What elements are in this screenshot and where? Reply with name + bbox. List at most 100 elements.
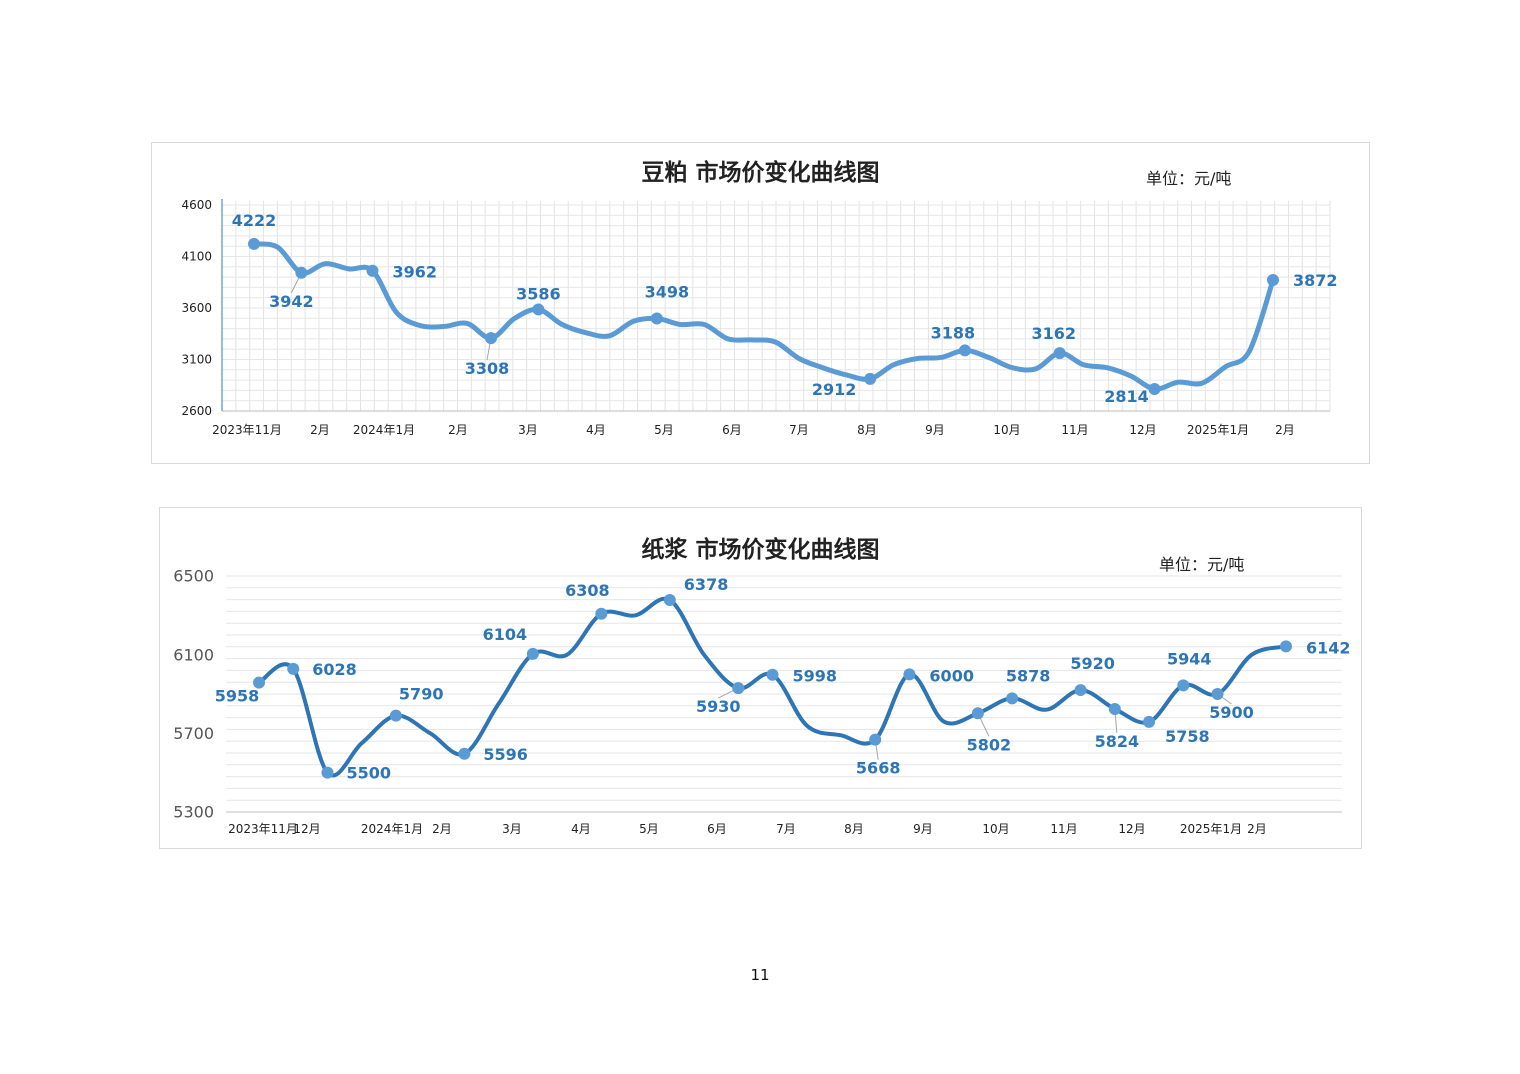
data-label: 5596 <box>483 745 528 764</box>
x-tick-label: 2月 <box>310 423 330 437</box>
data-label: 3498 <box>645 283 690 302</box>
data-label: 3962 <box>392 263 437 282</box>
data-label: 5878 <box>1006 666 1051 685</box>
y-tick-label: 3100 <box>181 353 212 367</box>
data-label: 2814 <box>1104 387 1149 406</box>
x-tick-label: 10月 <box>993 423 1020 437</box>
data-point <box>650 312 663 325</box>
data-label: 5824 <box>1095 732 1140 751</box>
y-tick-label: 4600 <box>181 198 212 212</box>
data-label: 3188 <box>931 323 976 342</box>
chart-title: 豆粕 市场价变化曲线图 <box>641 160 880 186</box>
x-tick-label: 6月 <box>707 822 727 836</box>
page-number: 11 <box>750 966 770 984</box>
data-point <box>1053 347 1066 360</box>
x-tick-label: 10月 <box>982 822 1009 836</box>
data-label: 5790 <box>399 685 444 704</box>
data-label: 5944 <box>1167 649 1212 668</box>
data-point <box>869 733 882 746</box>
data-point <box>458 747 471 760</box>
x-tick-label: 9月 <box>913 822 933 836</box>
x-tick-label: 2023年11月 <box>212 423 282 437</box>
x-tick-label: 2025年1月 <box>1187 423 1249 437</box>
data-point <box>766 668 779 681</box>
data-label: 5802 <box>967 735 1012 754</box>
x-tick-label: 6月 <box>722 423 742 437</box>
pulp-chart: 纸浆 市场价变化曲线图 单位：元/吨 6500 6100 5700 5300 2023年… <box>159 507 1362 849</box>
data-point <box>366 264 379 277</box>
data-label: 2912 <box>812 380 857 399</box>
data-label: 5668 <box>856 759 901 778</box>
y-tick-label: 5300 <box>173 803 214 822</box>
x-tick-label: 5月 <box>654 423 674 437</box>
x-tick-label: 2月 <box>432 822 452 836</box>
x-tick-label: 7月 <box>789 423 809 437</box>
y-tick-label: 6100 <box>173 645 214 664</box>
data-point <box>287 662 300 675</box>
data-point <box>1280 640 1292 653</box>
data-point <box>484 332 497 345</box>
x-tick-label: 2月 <box>448 423 468 437</box>
data-point <box>595 607 608 620</box>
data-label: 3872 <box>1293 271 1338 290</box>
y-tick-label: 6500 <box>173 567 214 586</box>
x-tick-label: 12月 <box>1129 423 1156 437</box>
x-tick-label: 2024年1月 <box>361 822 423 836</box>
data-label: 6378 <box>684 575 729 594</box>
x-tick-label: 11月 <box>1061 423 1088 437</box>
data-label: 3162 <box>1031 324 1076 343</box>
data-point <box>958 344 971 357</box>
data-point <box>1211 688 1224 700</box>
x-tick-label: 11月 <box>1050 822 1077 836</box>
data-point <box>1074 684 1087 697</box>
data-point <box>663 593 676 606</box>
data-point <box>253 676 265 689</box>
y-tick-label: 5700 <box>173 724 214 743</box>
x-tick-label: 8月 <box>857 423 877 437</box>
data-label: 5958 <box>215 687 260 706</box>
x-tick-label: 4月 <box>586 423 606 437</box>
data-point <box>864 372 877 385</box>
data-label: 6028 <box>312 660 357 679</box>
gridlines <box>221 201 1331 412</box>
unit-label: 单位：元/吨 <box>1146 169 1232 188</box>
x-tick-label: 8月 <box>844 822 864 836</box>
data-point <box>295 266 308 279</box>
data-label: 3586 <box>516 284 561 303</box>
data-point <box>389 709 402 722</box>
x-tick-label: 2023年11月 <box>228 822 298 836</box>
data-label: 5920 <box>1070 654 1115 673</box>
data-point <box>1267 273 1279 286</box>
x-tick-label: 3月 <box>518 423 538 437</box>
y-tick-label: 2600 <box>181 404 212 418</box>
x-tick-label: 5月 <box>639 822 659 836</box>
data-point <box>1148 382 1161 395</box>
data-point <box>1006 692 1019 705</box>
x-tick-label: 12月 <box>1118 822 1145 836</box>
x-tick-label: 7月 <box>776 822 796 836</box>
data-point <box>971 707 984 720</box>
data-point <box>903 668 916 681</box>
data-label: 5900 <box>1209 703 1254 722</box>
data-label: 5930 <box>696 697 741 716</box>
data-point <box>1177 679 1190 692</box>
x-tick-label: 2025年1月 <box>1180 822 1242 836</box>
data-label: 6142 <box>1306 638 1351 657</box>
data-label: 6104 <box>483 625 528 644</box>
x-tick-label: 2月 <box>1247 822 1267 836</box>
data-label: 5758 <box>1165 727 1210 746</box>
x-tick-label: 2024年1月 <box>353 423 415 437</box>
x-tick-label: 4月 <box>571 822 591 836</box>
chart-title: 纸浆 市场价变化曲线图 <box>641 537 880 563</box>
y-tick-label: 3600 <box>181 301 212 315</box>
data-label: 3308 <box>465 359 510 378</box>
data-label: 6308 <box>565 581 610 600</box>
x-tick-label: 12月 <box>293 822 320 836</box>
data-point <box>526 647 539 660</box>
data-point <box>1108 702 1121 715</box>
data-point <box>248 237 260 250</box>
data-label: 3942 <box>269 292 314 311</box>
soymeal-chart: 豆粕 市场价变化曲线图 单位：元/吨 4600 4100 3600 3100 2600 2… <box>151 142 1370 464</box>
